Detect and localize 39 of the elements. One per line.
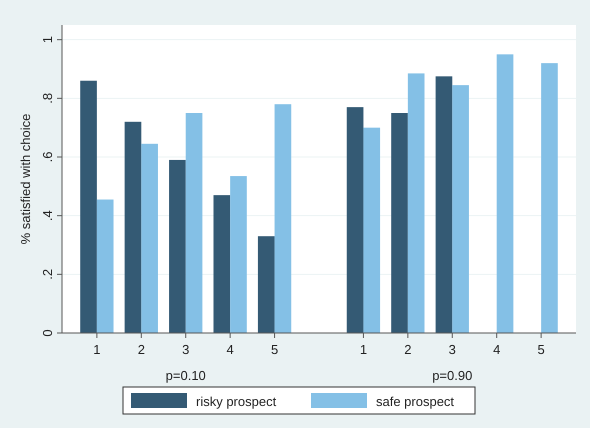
x-tick-label: 3 (448, 342, 456, 357)
bar (541, 63, 558, 333)
bar (408, 73, 425, 333)
bar (230, 176, 247, 333)
y-tick-label: 1 (40, 36, 55, 44)
x-tick-label: 2 (404, 342, 412, 357)
bar (363, 128, 380, 333)
bar (80, 80, 97, 333)
x-tick-label: 5 (538, 342, 545, 357)
bar (258, 236, 275, 333)
bar (496, 54, 514, 333)
x-tick-label: 1 (93, 342, 100, 357)
bar (436, 76, 452, 333)
y-axis-title: % satisfied with choice (18, 114, 33, 244)
legend-label: risky prospect (196, 394, 277, 409)
bar (124, 122, 142, 333)
x-tick-label: 4 (493, 342, 500, 357)
x-tick-label: 2 (138, 342, 145, 357)
bar (213, 195, 230, 333)
bar (186, 113, 202, 333)
bar (452, 85, 469, 333)
y-tick-label: 0 (40, 329, 55, 337)
bar (96, 200, 114, 333)
y-tick-label: .6 (40, 152, 55, 162)
x-tick-label: 4 (226, 342, 234, 357)
bar (391, 113, 408, 333)
bar (169, 160, 186, 333)
bar (141, 144, 158, 333)
text: p=0.90 (432, 368, 472, 383)
x-tick-label: 3 (182, 342, 190, 357)
x-tick-label: 1 (360, 342, 368, 357)
x-tick-label: 5 (270, 342, 278, 357)
y-tick-label: .8 (40, 92, 55, 104)
bar (274, 104, 292, 333)
y-tick-label: .2 (40, 268, 55, 280)
bar (346, 107, 364, 333)
legend-label: safe prospect (376, 394, 454, 409)
y-tick-label: .4 (40, 210, 55, 222)
text: p=0.10 (166, 368, 206, 383)
